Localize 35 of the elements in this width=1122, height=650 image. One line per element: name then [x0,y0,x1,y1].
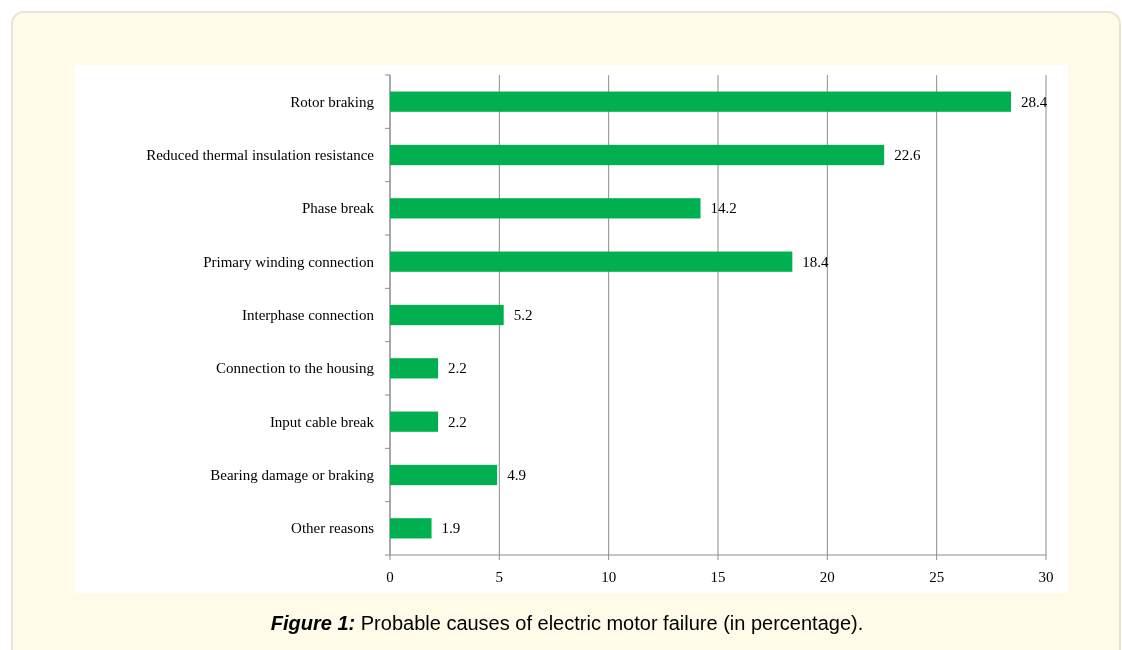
x-tick-label: 30 [1038,569,1054,585]
x-tick-label: 0 [386,569,394,585]
data-label: 2.2 [448,360,467,377]
y-tick-label: Phase break [301,200,375,217]
data-label: 14.2 [710,200,737,217]
x-tick-label: 25 [929,569,945,585]
text: Figure 1: Probable causes of electric motor failure (in percentage). [270,612,864,634]
x-tick-label: 15 [710,569,726,585]
y-tick-label: Interphase connection [241,307,375,323]
bar [390,144,885,166]
bar [390,358,439,379]
bar [390,304,504,326]
bar [390,464,498,486]
y-tick-label: Primary winding connection [203,253,375,270]
bar [390,91,1012,112]
y-tick-label: Bearing damage or braking [210,467,375,483]
data-label: 5.2 [513,307,533,323]
data-label: 28.4 [1021,93,1048,110]
x-tick-label: 5 [495,569,504,585]
y-tick-label: Input cable break [269,413,375,430]
x-tick-label: 10 [601,569,617,585]
y-tick-label: Other reasons [291,520,375,537]
y-tick-label: Connection to the housing [216,360,375,377]
bar [390,198,701,219]
bar [390,518,432,539]
y-tick-label: Rotor braking [290,93,375,110]
bar [390,251,793,272]
data-label: 1.9 [441,520,461,537]
data-label: 4.9 [507,467,526,483]
x-tick-label: 20 [819,569,835,585]
bar [390,411,439,432]
y-tick-label: Reduced thermal insulation resistance [146,147,375,163]
data-label: 22.6 [894,147,921,163]
data-label: 2.2 [448,413,467,430]
data-label: 18.4 [802,253,830,270]
